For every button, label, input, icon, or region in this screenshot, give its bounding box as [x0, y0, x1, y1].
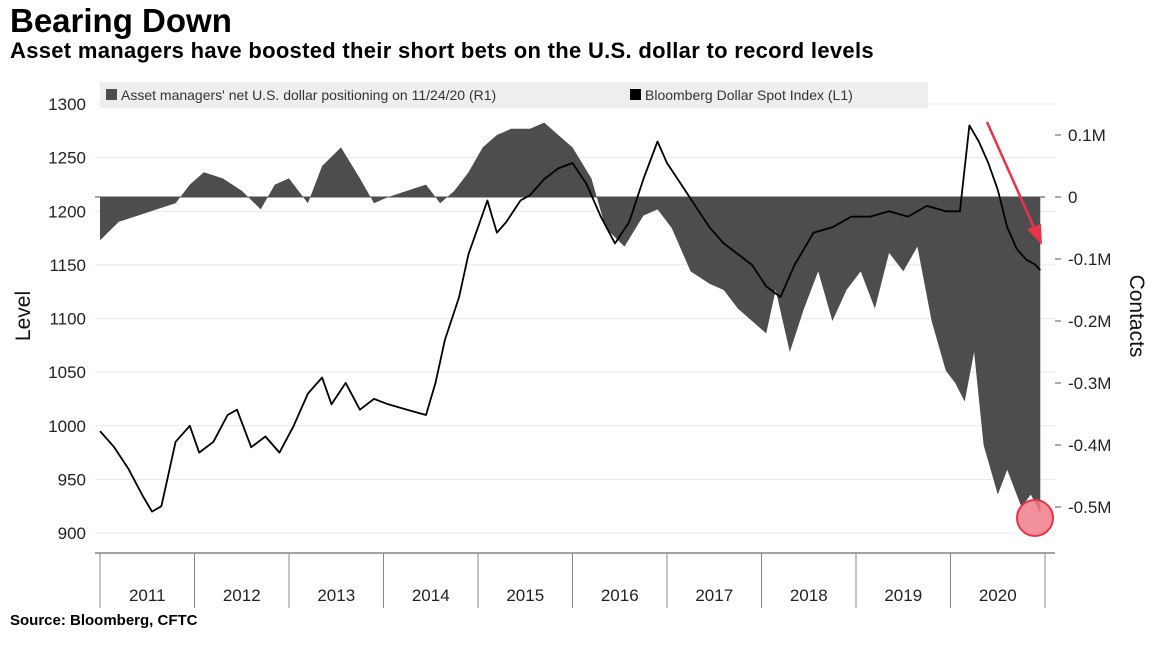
left-tick-label: 950 — [58, 470, 86, 489]
left-tick-label: 1050 — [48, 363, 86, 382]
x-tick-label: 2017 — [695, 586, 733, 605]
annotations — [985, 121, 1054, 537]
left-axis-ticks: 1300 1250 1200 1150 1100 1050 1000 950 900 — [48, 95, 86, 543]
right-axis-title: Contacts — [1125, 275, 1148, 358]
x-tick-label: 2014 — [412, 586, 450, 605]
x-tick-label: 2015 — [506, 586, 544, 605]
legend-swatch-positioning — [106, 89, 117, 100]
x-tick-label: 2019 — [884, 586, 922, 605]
trend-arrow-head — [1027, 224, 1042, 245]
right-tick-label: -0.1M — [1068, 250, 1111, 269]
record-short-marker — [1016, 499, 1054, 537]
right-tick-label: -0.4M — [1068, 436, 1111, 455]
legend-label-positioning: Asset managers' net U.S. dollar position… — [121, 87, 496, 103]
positioning-area-layer — [95, 122, 1045, 514]
positioning-area — [100, 122, 1041, 514]
legend-label-index: Bloomberg Dollar Spot Index (L1) — [645, 87, 853, 103]
x-axis: 2011 2012 2013 2014 2015 2016 2017 2018 2019 2020 — [95, 552, 1055, 608]
x-tick-label: 2012 — [223, 586, 261, 605]
left-tick-label: 1200 — [48, 202, 86, 221]
right-tick-label: -0.2M — [1068, 312, 1111, 331]
trend-arrow-shaft — [985, 121, 1038, 233]
chart-title: Bearing Down — [10, 2, 232, 39]
legend-background — [100, 82, 928, 108]
x-tick-label: 2013 — [317, 586, 355, 605]
index-line-layer — [99, 124, 1041, 513]
source-note: Source: Bloomberg, CFTC — [10, 612, 198, 629]
left-tick-label: 1250 — [48, 149, 86, 168]
x-tick-label: 2018 — [790, 586, 828, 605]
x-tick-label: 2011 — [129, 586, 166, 605]
left-tick-label: 1150 — [49, 256, 86, 275]
x-tick-label: 2020 — [979, 586, 1017, 605]
right-tick-label: -0.3M — [1068, 374, 1111, 393]
right-tick-label: -0.5M — [1068, 498, 1111, 517]
x-tick-label: 2016 — [601, 586, 639, 605]
dollar-index-line — [99, 124, 1041, 513]
right-tick-label: 0.1M — [1068, 126, 1106, 145]
left-tick-label: 1000 — [48, 417, 86, 436]
left-tick-label: 1100 — [49, 310, 86, 329]
left-axis-title: Level — [12, 291, 35, 341]
left-tick-label: 1300 — [48, 95, 86, 114]
chart-subtitle: Asset managers have boosted their short … — [10, 38, 874, 63]
left-tick-label: 900 — [58, 524, 86, 543]
legend: Asset managers' net U.S. dollar position… — [100, 82, 928, 108]
legend-swatch-index — [630, 89, 641, 100]
right-axis-ticks: 0.1M 0 -0.1M -0.2M -0.3M -0.4M -0.5M — [1055, 126, 1111, 517]
right-tick-label: 0 — [1068, 188, 1077, 207]
